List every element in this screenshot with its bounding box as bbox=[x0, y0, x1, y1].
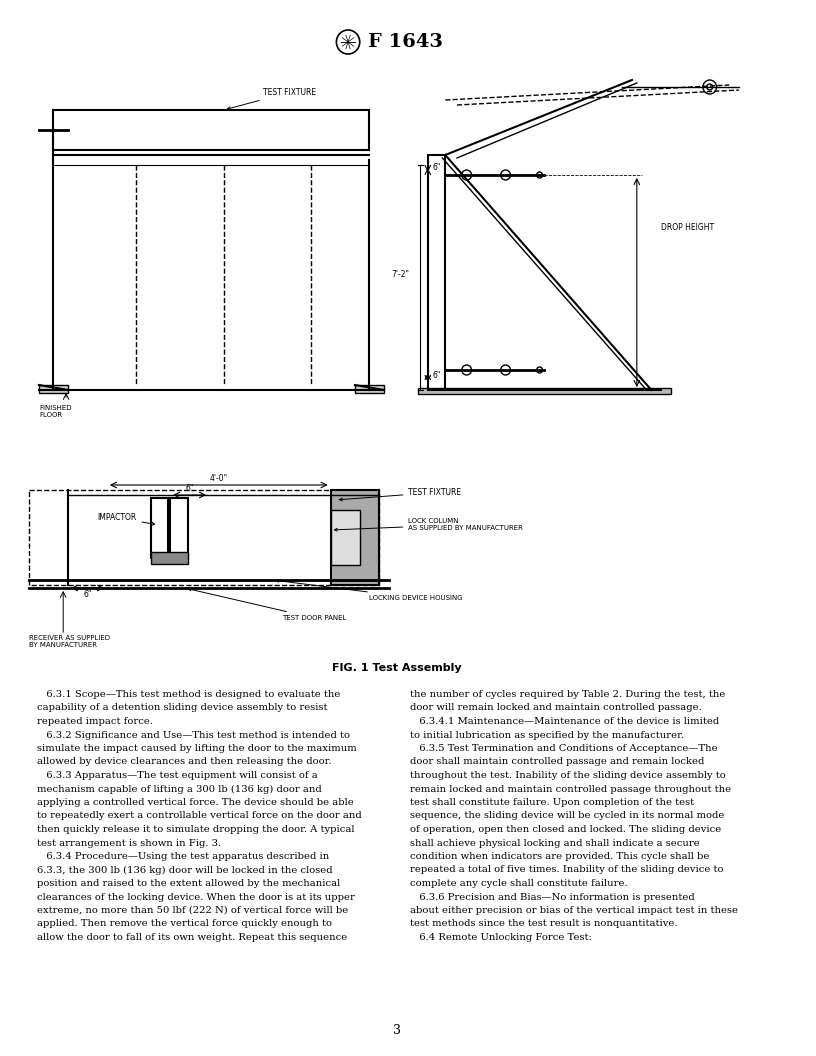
Text: condition when indicators are provided. This cycle shall be: condition when indicators are provided. … bbox=[410, 852, 710, 861]
Text: extreme, no more than 50 lbf (222 N) of vertical force will be: extreme, no more than 50 lbf (222 N) of … bbox=[37, 906, 348, 914]
Bar bbox=[355, 385, 384, 393]
Text: shall achieve physical locking and shall indicate a secure: shall achieve physical locking and shall… bbox=[410, 838, 700, 848]
Text: 4'-0": 4'-0" bbox=[210, 474, 228, 483]
Text: capability of a detention sliding device assembly to resist: capability of a detention sliding device… bbox=[37, 703, 327, 713]
Text: 6": 6" bbox=[432, 163, 441, 172]
Bar bbox=[151, 552, 188, 564]
Text: TEST DOOR PANEL: TEST DOOR PANEL bbox=[188, 588, 346, 621]
Text: TEST FIXTURE: TEST FIXTURE bbox=[228, 88, 316, 110]
Text: remain locked and maintain controlled passage throughout the: remain locked and maintain controlled pa… bbox=[410, 785, 731, 793]
Bar bbox=[54, 110, 370, 150]
Text: to initial lubrication as specified by the manufacturer.: to initial lubrication as specified by t… bbox=[410, 731, 685, 739]
Bar bbox=[418, 388, 671, 394]
Text: 6.3.3 Apparatus—The test equipment will consist of a: 6.3.3 Apparatus—The test equipment will … bbox=[37, 771, 317, 780]
Text: allowed by device clearances and then releasing the door.: allowed by device clearances and then re… bbox=[37, 757, 331, 767]
Text: TEST FIXTURE: TEST FIXTURE bbox=[339, 488, 462, 501]
Text: throughout the test. Inability of the sliding device assembly to: throughout the test. Inability of the sl… bbox=[410, 771, 726, 780]
Text: test methods since the test result is nonquantitative.: test methods since the test result is no… bbox=[410, 920, 678, 928]
Text: LOCKING DEVICE HOUSING: LOCKING DEVICE HOUSING bbox=[276, 580, 463, 601]
Bar bbox=[330, 510, 360, 565]
Text: 6.3.6 Precision and Bias—No information is presented: 6.3.6 Precision and Bias—No information … bbox=[410, 892, 695, 902]
Text: DROP HEIGHT: DROP HEIGHT bbox=[661, 223, 714, 232]
Text: applying a controlled vertical force. The device should be able: applying a controlled vertical force. Th… bbox=[37, 798, 353, 807]
Text: the number of cycles required by Table 2. During the test, the: the number of cycles required by Table 2… bbox=[410, 690, 725, 699]
Text: 6.3.3, the 300 lb (136 kg) door will be locked in the closed: 6.3.3, the 300 lb (136 kg) door will be … bbox=[37, 866, 333, 874]
Text: mechanism capable of lifting a 300 lb (136 kg) door and: mechanism capable of lifting a 300 lb (1… bbox=[37, 785, 322, 794]
Text: 6": 6" bbox=[185, 484, 193, 493]
Text: 6.3.5 Test Termination and Conditions of Acceptance—The: 6.3.5 Test Termination and Conditions of… bbox=[410, 744, 718, 753]
Text: 6.3.2 Significance and Use—This test method is intended to: 6.3.2 Significance and Use—This test met… bbox=[37, 731, 350, 739]
Bar bbox=[330, 490, 379, 585]
Text: 6.3.4.1 Maintenance—Maintenance of the device is limited: 6.3.4.1 Maintenance—Maintenance of the d… bbox=[410, 717, 720, 727]
Bar bbox=[171, 498, 188, 558]
Text: about either precision or bias of the vertical impact test in these: about either precision or bias of the ve… bbox=[410, 906, 738, 914]
Text: applied. Then remove the vertical force quickly enough to: applied. Then remove the vertical force … bbox=[37, 920, 332, 928]
Text: FIG. 1 Test Assembly: FIG. 1 Test Assembly bbox=[332, 663, 462, 673]
Text: RECEIVER AS SUPPLIED
BY MANUFACTURER: RECEIVER AS SUPPLIED BY MANUFACTURER bbox=[29, 635, 110, 648]
Text: clearances of the locking device. When the door is at its upper: clearances of the locking device. When t… bbox=[37, 892, 355, 902]
Text: F 1643: F 1643 bbox=[367, 33, 442, 51]
Text: IMPACTOR: IMPACTOR bbox=[97, 513, 155, 525]
Text: 6": 6" bbox=[83, 590, 91, 599]
Text: test arrangement is shown in Fig. 3.: test arrangement is shown in Fig. 3. bbox=[37, 838, 221, 848]
Bar bbox=[39, 385, 68, 393]
Bar bbox=[428, 155, 446, 390]
Text: 6.4 Remote Unlocking Force Test:: 6.4 Remote Unlocking Force Test: bbox=[410, 934, 592, 942]
Text: 6.3.1 Scope—This test method is designed to evaluate the: 6.3.1 Scope—This test method is designed… bbox=[37, 690, 340, 699]
Text: door shall maintain controlled passage and remain locked: door shall maintain controlled passage a… bbox=[410, 757, 705, 767]
Text: allow the door to fall of its own weight. Repeat this sequence: allow the door to fall of its own weight… bbox=[37, 934, 347, 942]
Text: 6.3.4 Procedure—Using the test apparatus described in: 6.3.4 Procedure—Using the test apparatus… bbox=[37, 852, 329, 861]
Text: to repeatedly exert a controllable vertical force on the door and: to repeatedly exert a controllable verti… bbox=[37, 811, 361, 821]
Text: position and raised to the extent allowed by the mechanical: position and raised to the extent allowe… bbox=[37, 879, 340, 888]
Text: then quickly release it to simulate dropping the door. A typical: then quickly release it to simulate drop… bbox=[37, 825, 354, 834]
Bar bbox=[29, 490, 379, 585]
Text: 7'-2": 7'-2" bbox=[392, 270, 410, 279]
Text: complete any cycle shall constitute failure.: complete any cycle shall constitute fail… bbox=[410, 879, 628, 888]
Bar bbox=[151, 498, 168, 558]
Text: 3: 3 bbox=[392, 1023, 401, 1037]
Text: LOCK COLUMN
AS SUPPLIED BY MANUFACTURER: LOCK COLUMN AS SUPPLIED BY MANUFACTURER bbox=[335, 518, 523, 531]
Text: repeated a total of five times. Inability of the sliding device to: repeated a total of five times. Inabilit… bbox=[410, 866, 724, 874]
Text: test shall constitute failure. Upon completion of the test: test shall constitute failure. Upon comp… bbox=[410, 798, 694, 807]
Text: of operation, open then closed and locked. The sliding device: of operation, open then closed and locke… bbox=[410, 825, 721, 834]
Text: simulate the impact caused by lifting the door to the maximum: simulate the impact caused by lifting th… bbox=[37, 744, 357, 753]
Text: sequence, the sliding device will be cycled in its normal mode: sequence, the sliding device will be cyc… bbox=[410, 811, 725, 821]
Text: 6": 6" bbox=[432, 371, 441, 380]
Text: FINISHED
FLOOR: FINISHED FLOOR bbox=[39, 406, 71, 418]
Text: door will remain locked and maintain controlled passage.: door will remain locked and maintain con… bbox=[410, 703, 702, 713]
Text: repeated impact force.: repeated impact force. bbox=[37, 717, 153, 727]
